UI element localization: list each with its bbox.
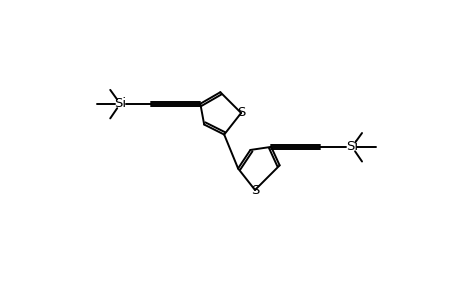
Text: Si: Si [345, 140, 357, 153]
Text: Si: Si [114, 97, 126, 110]
Text: S: S [236, 106, 245, 119]
Text: S: S [250, 184, 258, 196]
